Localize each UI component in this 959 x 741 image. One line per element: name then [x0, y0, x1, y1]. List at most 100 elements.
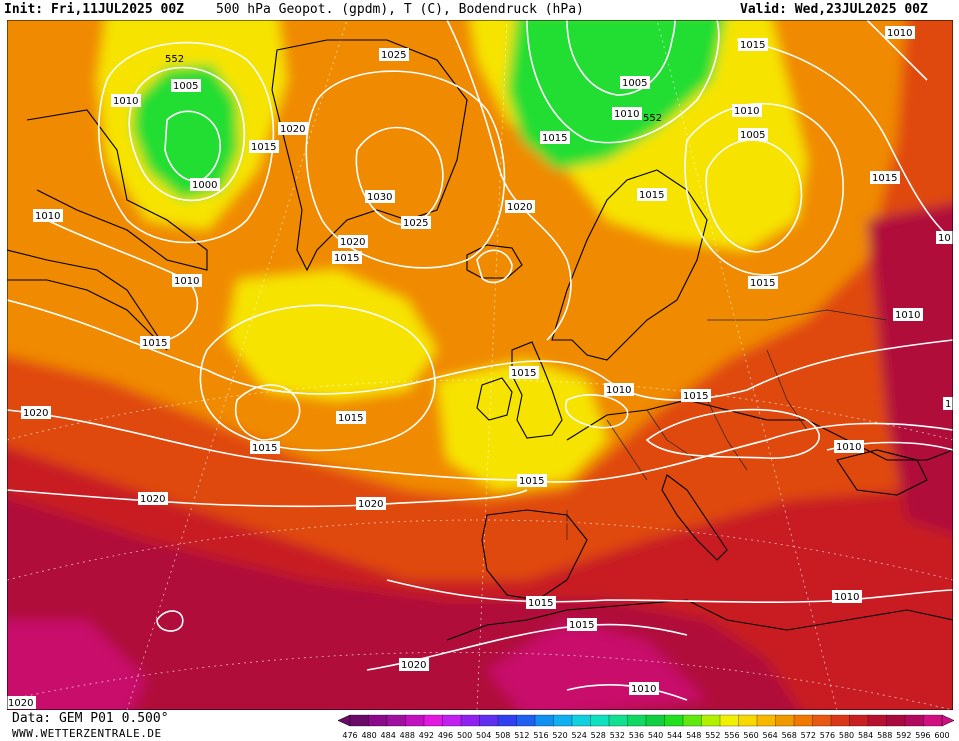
svg-text:1020: 1020	[8, 698, 33, 709]
colorbar-tick-label: 560	[743, 731, 758, 740]
isobar-label: 1	[943, 397, 953, 410]
colorbar-tick-label: 548	[686, 731, 701, 740]
colorbar-swatch	[479, 714, 499, 727]
baffin-coast	[26, 109, 208, 271]
colorbar-swatches	[337, 714, 955, 727]
colorbar-swatch	[701, 714, 721, 727]
isobar-label: 1010	[111, 94, 141, 107]
colorbar-legend: 476 480 484 488 492 496 500 504 508 512 516 520 524 5…	[337, 714, 955, 740]
canada-coast	[7, 249, 168, 351]
isobar-line	[156, 610, 184, 632]
svg-text:1015: 1015	[750, 278, 775, 289]
svg-text:1010: 1010	[834, 592, 859, 603]
colorbar-swatch	[923, 714, 943, 727]
isobar-label: 1020	[7, 696, 36, 709]
svg-text:1010: 1010	[174, 276, 199, 287]
svg-text:1010: 1010	[606, 385, 631, 396]
isobar-line	[305, 70, 506, 269]
isobar-label: 1030	[365, 190, 395, 203]
colorbar-swatch	[497, 714, 518, 727]
shade-yellow-uk	[437, 360, 607, 490]
colorbar-tick-label: 600	[934, 731, 949, 740]
colorbar-swatch	[775, 714, 795, 727]
colorbar-tick-label: 504	[476, 731, 491, 740]
border-line	[707, 309, 888, 321]
colorbar-tick-labels: 476 480 484 488 492 496 500 504 508 512 516 520 524 5…	[342, 731, 949, 740]
isobar-label: 1020	[338, 235, 368, 248]
isobars	[7, 20, 953, 701]
colorbar-swatch	[590, 714, 610, 727]
svg-text:1025: 1025	[381, 50, 406, 61]
isobar-label: 1020	[399, 658, 429, 671]
isobar-label: 1015	[748, 276, 778, 289]
coastlines	[7, 39, 953, 641]
svg-text:1020: 1020	[401, 660, 426, 671]
svg-text:1005: 1005	[740, 130, 765, 141]
border-line	[646, 409, 698, 461]
svg-text:1015: 1015	[519, 476, 544, 487]
isobar-label: 1010	[33, 209, 63, 222]
meridian-line	[656, 20, 838, 710]
scandinavia-coast	[551, 169, 708, 361]
shade-yellow-atlantic	[227, 270, 437, 400]
isobar-line	[7, 489, 528, 508]
colorbar-tick-label: 524	[572, 731, 587, 740]
isobar-line	[566, 684, 688, 701]
isobar-label: 1020	[356, 497, 386, 510]
svg-text:1030: 1030	[367, 192, 392, 203]
colorbar-swatch	[571, 714, 592, 727]
colorbar-swatch	[442, 714, 462, 727]
isobar-line	[645, 408, 820, 459]
colorbar-swatch	[645, 714, 666, 727]
colorbar-swatch	[460, 714, 481, 727]
isobar-label: 1010	[629, 682, 659, 695]
isobar-label: 10	[936, 231, 953, 244]
isobar-line	[199, 304, 436, 452]
svg-text:1015: 1015	[142, 338, 167, 349]
parallel-line	[7, 651, 953, 710]
colorbar-tick-label: 480	[361, 731, 376, 740]
ireland-coast	[476, 377, 513, 421]
colorbar-swatch	[886, 714, 906, 727]
colorbar-swatch	[867, 714, 888, 727]
isobar-label: 1010	[885, 26, 915, 39]
iberia-coast	[481, 509, 588, 601]
colorbar-swatch	[664, 714, 684, 727]
colorbar-swatch	[812, 714, 832, 727]
colorbar-arrow-low	[337, 714, 351, 727]
svg-text:1010: 1010	[614, 109, 639, 120]
colorbar-swatch	[756, 714, 777, 727]
svg-text:1005: 1005	[173, 81, 198, 92]
isobar-label: 1015	[526, 596, 556, 609]
isobar-label: 1020	[505, 200, 535, 213]
greenland-coast	[271, 39, 468, 272]
isobar-label: 1005	[620, 76, 650, 89]
height-label: 552	[643, 113, 662, 124]
isobar-line	[476, 249, 513, 284]
svg-text:1005: 1005	[622, 78, 647, 89]
colorbar-tick-label: 488	[400, 731, 415, 740]
shade-crimson-east	[867, 202, 953, 536]
colorbar-swatch	[682, 714, 703, 727]
border-line	[766, 349, 808, 431]
isobar-label: 1020	[138, 492, 168, 505]
isobar-label: 1020	[278, 122, 308, 135]
svg-text:1: 1	[945, 399, 951, 410]
shade-magenta-sw	[7, 620, 147, 710]
init-time-label: Init: Fri,11JUL2025 00Z	[4, 2, 185, 17]
isobar-label: 1015	[249, 140, 279, 153]
colorbar-swatch	[368, 714, 388, 727]
italy-coast	[661, 474, 728, 561]
isobar-line	[7, 409, 953, 483]
isobar-label: 1000	[190, 178, 220, 191]
isobar-line	[7, 299, 953, 401]
colorbar-tick-label: 556	[724, 731, 739, 740]
isobar-label: 1020	[21, 406, 51, 419]
colorbar-tick-label: 520	[552, 731, 567, 740]
colorbar-tick-label: 484	[381, 731, 396, 740]
svg-text:1015: 1015	[542, 133, 567, 144]
colorbar-swatch	[719, 714, 740, 727]
svg-text:10: 10	[938, 233, 951, 244]
svg-text:1015: 1015	[338, 413, 363, 424]
isobar-labels: 1025 1015 1010 1010 1005 1020 1015 1000 …	[7, 26, 953, 709]
